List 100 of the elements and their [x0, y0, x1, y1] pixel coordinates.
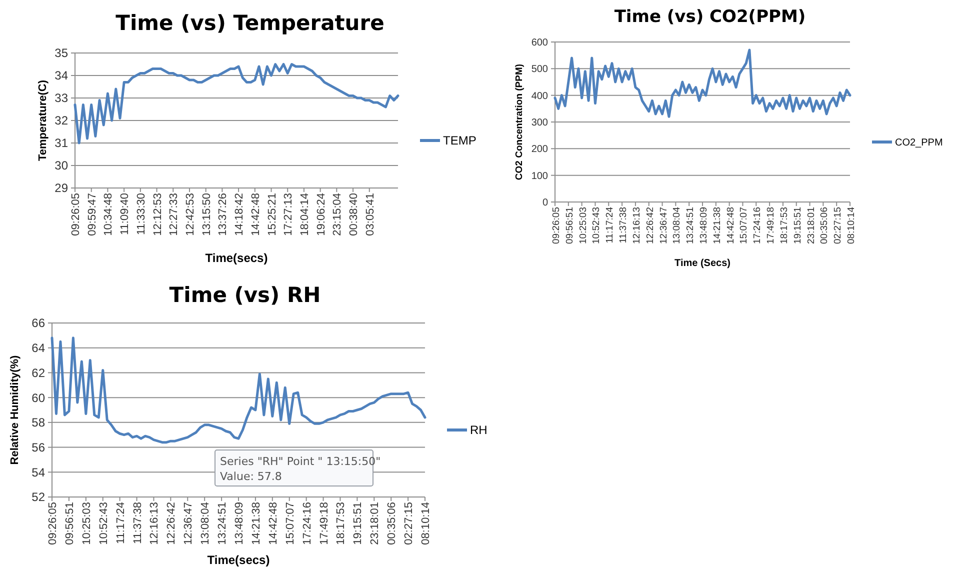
x-tick-label: 10:52:43	[591, 207, 602, 244]
y-tick-label: 66	[32, 316, 46, 330]
x-tick-label: 15:07:07	[738, 207, 750, 244]
y-axis-title: Temperature(C)	[37, 80, 49, 162]
y-tick-label: 58	[32, 416, 46, 430]
x-axis-title: Time (Secs)	[674, 258, 730, 269]
x-tick-label: 13:37:26	[217, 193, 230, 236]
x-tick-label: 14:42:48	[250, 193, 262, 236]
x-tick-label: 13:08:04	[672, 207, 683, 244]
x-tick-label: 13:24:51	[685, 207, 696, 244]
y-tick-label: 30	[54, 158, 68, 173]
x-tick-label: 23:15:04	[332, 193, 344, 236]
line-series	[50, 336, 426, 444]
x-tick-label: 17:49:18	[766, 207, 777, 244]
y-tick-label: 34	[54, 68, 68, 83]
x-tick-label: 13:15:50	[200, 193, 213, 236]
x-tick-label: 11:09:40	[119, 193, 132, 236]
x-tick-label: 23:18:01	[806, 207, 817, 244]
chart-title: Time (vs) Temperature	[116, 11, 384, 35]
x-tick-label: 17:24:16	[301, 502, 314, 545]
chart-title: Time (vs) CO2(PPM)	[614, 7, 806, 27]
x-tick-label: 03:05:41	[364, 193, 376, 236]
y-tick-label: 200	[531, 144, 548, 156]
x-tick-label: 10:34:48	[102, 193, 115, 236]
x-tick-label: 15:07:07	[284, 502, 296, 545]
x-tick-label: 02:27:15	[403, 502, 416, 545]
x-tick-label: 11:33:30	[135, 193, 148, 236]
y-tick-label: 52	[32, 490, 46, 504]
y-tick-label: 56	[32, 440, 46, 454]
y-tick-label: 600	[531, 38, 548, 48]
y-tick-label: 54	[32, 465, 46, 480]
x-tick-label: 13:24:51	[216, 502, 229, 545]
y-axis-title: Relative Humidity(%)	[9, 354, 21, 465]
x-axis-title: Time(secs)	[205, 251, 268, 265]
y-tick-label: 35	[54, 46, 68, 60]
x-tick-label: 12:26:42	[644, 207, 656, 244]
y-tick-label: 0	[542, 198, 548, 208]
line-series	[554, 48, 852, 118]
x-tick-label: 17:24:16	[752, 207, 764, 244]
x-tick-label: 13:08:04	[200, 502, 212, 545]
x-tick-label: 17:49:18	[318, 502, 330, 545]
x-tick-label: 23:18:01	[369, 502, 382, 545]
x-tick-label: 09:59:47	[86, 193, 98, 236]
x-tick-label: 12:16:13	[631, 207, 642, 244]
x-tick-label: 13:48:09	[234, 502, 246, 545]
y-tick-label: 500	[531, 64, 548, 76]
x-tick-label: 10:25:03	[578, 207, 589, 244]
x-tick-label: 11:17:24	[114, 502, 127, 544]
x-tick-label: 15:25:21	[266, 193, 278, 236]
x-tick-label: 09:56:51	[64, 502, 76, 545]
x-tick-label: 12:26:42	[166, 502, 178, 545]
x-tick-label: 09:26:05	[47, 502, 59, 545]
legend-label: CO2_PPM	[895, 138, 943, 148]
legend-label: RH	[470, 423, 488, 438]
x-tick-label: 10:52:43	[98, 502, 110, 545]
x-tick-label: 19:15:51	[352, 502, 364, 545]
y-tick-label: 300	[531, 118, 548, 128]
x-tick-label: 09:26:05	[70, 193, 82, 236]
x-tick-label: 09:26:05	[551, 207, 562, 244]
x-tick-label: 02:27:15	[832, 207, 844, 244]
y-tick-label: 31	[54, 136, 68, 150]
y-tick-label: 33	[54, 91, 68, 106]
x-tick-label: 12:42:53	[184, 193, 196, 236]
line-series	[74, 63, 400, 144]
x-tick-label: 00:38:40	[348, 193, 360, 236]
x-tick-label: 11:17:24	[604, 207, 616, 244]
x-tick-label: 12:12:53	[152, 193, 164, 236]
x-tick-label: 14:42:48	[725, 207, 736, 244]
x-tick-label: 11:37:38	[132, 502, 144, 544]
x-tick-label: 14:21:38	[712, 207, 723, 244]
y-axis-title: CO2 Concentration (PPM)	[514, 64, 525, 180]
x-tick-label: 00:35:06	[386, 502, 398, 545]
x-tick-label: 19:06:24	[315, 193, 328, 236]
x-tick-label: 18:17:53	[778, 207, 790, 244]
y-tick-label: 100	[531, 170, 548, 182]
x-tick-label: 12:36:47	[658, 207, 670, 244]
y-tick-label: 32	[54, 114, 68, 128]
x-tick-label: 18:04:14	[298, 193, 311, 236]
x-tick-label: 14:18:42	[234, 193, 246, 236]
y-tick-label: 60	[32, 390, 46, 405]
x-tick-label: 19:15:51	[792, 207, 804, 244]
x-tick-label: 12:27:33	[168, 193, 180, 236]
x-tick-label: 09:56:51	[564, 207, 576, 244]
x-tick-label: 14:42:48	[267, 502, 280, 545]
y-tick-label: 400	[531, 90, 548, 102]
y-tick-label: 29	[54, 181, 68, 196]
y-tick-label: 64	[32, 341, 46, 356]
x-tick-label: 08:10:14	[420, 502, 432, 545]
x-axis-title: Time(secs)	[207, 553, 270, 567]
x-tick-label: 08:10:14	[846, 207, 857, 244]
x-tick-label: 11:37:38	[618, 207, 630, 244]
x-tick-label: 14:21:38	[250, 502, 262, 545]
y-tick-label: 62	[32, 366, 46, 380]
x-tick-label: 10:25:03	[80, 502, 93, 545]
x-tick-label: 12:16:13	[148, 502, 161, 545]
legend-label: TEMP	[443, 134, 476, 148]
x-tick-label: 00:35:06	[819, 207, 830, 244]
chart-title: Time (vs) RH	[169, 283, 321, 307]
x-tick-label: 12:36:47	[182, 502, 195, 545]
x-tick-label: 17:27:13	[282, 193, 295, 236]
